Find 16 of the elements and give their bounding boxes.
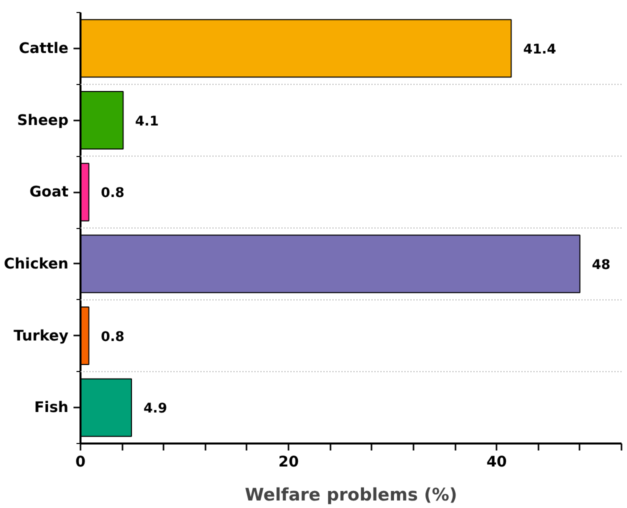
- y-tick-label: Goat: [30, 184, 69, 201]
- data-label: 0.8: [100, 186, 124, 202]
- y-tick-label: Fish: [34, 399, 69, 416]
- y-tick-label: Sheep: [17, 112, 69, 129]
- data-label: 0.8: [100, 330, 124, 345]
- y-tick-label: Cattle: [18, 40, 69, 57]
- data-label: 4.1: [135, 114, 159, 130]
- data-label: 41.4: [523, 42, 556, 58]
- x-tick-label: 20: [278, 454, 299, 470]
- x-tick-label: 0: [75, 454, 86, 470]
- data-label: 4.9: [143, 402, 168, 417]
- x-tick-label: 40: [486, 454, 507, 470]
- y-tick-label: Chicken: [4, 255, 69, 272]
- data-label: 48: [592, 258, 610, 273]
- y-tick-label: Turkey: [14, 327, 69, 344]
- x-axis-title: Welfare problems (%): [244, 486, 458, 506]
